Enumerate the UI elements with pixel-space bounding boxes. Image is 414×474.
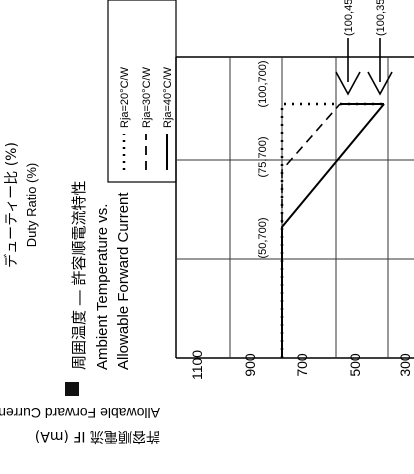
point-label-b: (75,700) [257,137,269,178]
series-line-rja-40 [281,103,385,358]
legend-box [107,0,177,183]
series-lines [280,102,385,358]
legend-label-1: Rja=20°C/W [119,66,131,128]
series-line-rja-30 [281,103,341,358]
y-tick-label: 500 [347,353,363,377]
arrow-1 [335,38,361,96]
y-tick-label: 300 [397,353,413,377]
arrow-label-2: (100,35 [375,0,387,36]
y-axis-label-en: Allowable Forward Current IF (mA) [0,405,160,421]
arrow-2-head [367,71,393,96]
title-bullet [65,382,79,396]
legend-label-2: Rja=30°C/W [141,66,153,128]
arrow-label-1: (100,45 [343,0,355,36]
point-label-a: (50,700) [257,218,269,259]
plot-area [175,56,414,359]
legend-label-3: Rja=40°C/W [162,66,174,128]
chart-title-en-1: Ambient Temperature vs. [94,204,111,370]
arrow-1-head [335,71,361,96]
arrow-2 [367,38,393,96]
series-line-rja-20 [280,102,384,358]
chart-title-en-2: Allowable Forward Current [115,192,132,370]
y-tick-label: 900 [242,353,258,377]
y-axis-label-jp: 許容順電流 IF (mA) [35,428,160,445]
duty-ratio-jp: デューティー比 (%) [3,142,20,268]
y-tick-label: 1100 [189,350,205,380]
point-label-c: (100,700) [257,60,269,107]
duty-ratio-en: Duty Ratio (%) [24,163,39,248]
y-tick-label: 700 [294,353,310,377]
chart-title-jp: 周囲温度 ― 許容順電流特性 [70,180,88,370]
